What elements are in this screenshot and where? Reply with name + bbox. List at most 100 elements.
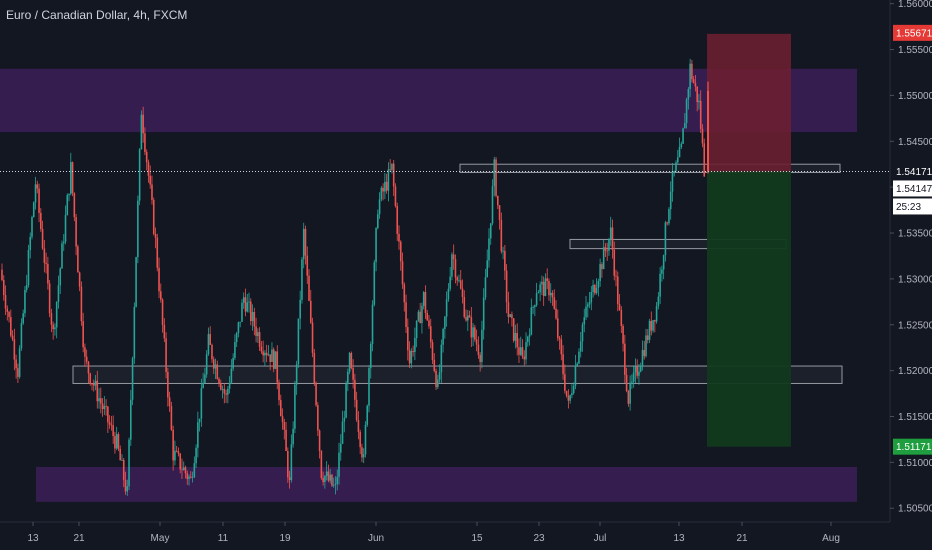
candle-body [156,237,159,268]
candle-body [34,184,37,203]
candle-body [405,302,407,328]
candle-body [181,469,183,471]
candle-body [6,308,9,312]
candle-body [616,276,619,305]
candle-body [234,342,236,358]
candle-body [348,352,351,372]
candle-body [590,292,593,303]
candle-body [654,320,656,322]
candle-body [401,261,404,285]
candle-body [308,275,310,301]
candle-body [486,260,489,278]
candle-body [456,277,459,281]
candle-body [523,356,526,360]
stop-loss-zone[interactable] [707,33,791,172]
candle-body [578,351,580,364]
candle-body [38,188,40,213]
candle-body [257,332,259,337]
candle-body [354,379,356,400]
candle-body [110,424,113,426]
candle-body [428,320,430,327]
candle-body [565,390,568,396]
candle-body [80,286,83,322]
candle-body [94,380,97,386]
candle-body [325,471,328,476]
candle-body [377,214,379,229]
candle-body [142,114,144,134]
candle-body [680,143,683,148]
candle-body [59,268,62,286]
candle-body [258,332,261,347]
candle-body [165,338,167,373]
stop-price-label-bg [893,24,932,41]
candle-body [121,459,123,461]
candle-body [269,354,271,362]
candle-body [278,382,280,401]
candle-body [682,128,684,144]
candle-body [182,467,185,471]
candle-body [218,378,220,384]
candle-body [211,344,213,360]
demand-zone[interactable] [36,466,857,502]
candle-body [227,388,229,395]
candle-body [373,262,376,305]
candle-body [399,241,402,262]
candle-body [324,475,326,483]
candle-body [433,359,436,371]
candle-body [514,333,517,341]
candle-body [493,159,496,187]
candle-body [91,383,93,385]
candle-body [223,388,226,394]
candle-body [599,264,601,282]
candle-body [648,320,651,340]
candle-body [366,405,369,425]
candle-body [407,327,409,351]
candle-body [82,321,84,348]
take-profit-zone[interactable] [707,171,791,447]
candle-body [4,295,7,309]
candle-body [398,233,400,242]
candle-body [36,184,39,189]
candle-body [230,368,233,383]
candle-body [685,99,688,124]
candle-body [569,395,571,401]
candle-body [124,479,127,492]
candle-body [242,297,245,303]
candle-body [444,316,446,329]
candle-body [107,406,109,423]
candle-body [204,374,206,383]
candle-body [472,327,474,338]
candle-body [396,205,399,234]
candle-body [666,222,668,224]
candle-body [320,450,323,479]
candle-body [474,327,476,340]
candle-body [391,163,393,170]
level-1-5417[interactable] [459,163,841,173]
candle-body [461,288,464,297]
position-layer [707,33,791,447]
candle-body [541,281,543,285]
x-tick-label: 13 [673,533,685,544]
candle-body [309,300,312,323]
time-axis[interactable]: 13 21 May 11 19 Jun 15 23 Jul 13 21 Aug [0,521,932,550]
candle-body [627,390,630,404]
candle-body [537,292,540,294]
candle-body [359,431,361,448]
candle-body [484,277,487,298]
candle-body [530,307,533,335]
candle-body [159,291,162,300]
candle-body [556,318,559,339]
candle-body [267,354,270,356]
price-axis[interactable]: 1.50500 1.51000 1.51500 1.52000 1.52500 1.530… [889,0,932,550]
candle-body [519,347,522,355]
level-1-5198[interactable] [72,365,843,384]
candle-body [276,351,279,383]
candle-body [260,346,263,352]
candle-body [567,395,570,401]
candle-body [1,269,3,281]
candle-body [463,296,466,318]
candle-body [70,162,72,194]
candle-body [571,393,573,396]
candle-body [322,478,324,483]
